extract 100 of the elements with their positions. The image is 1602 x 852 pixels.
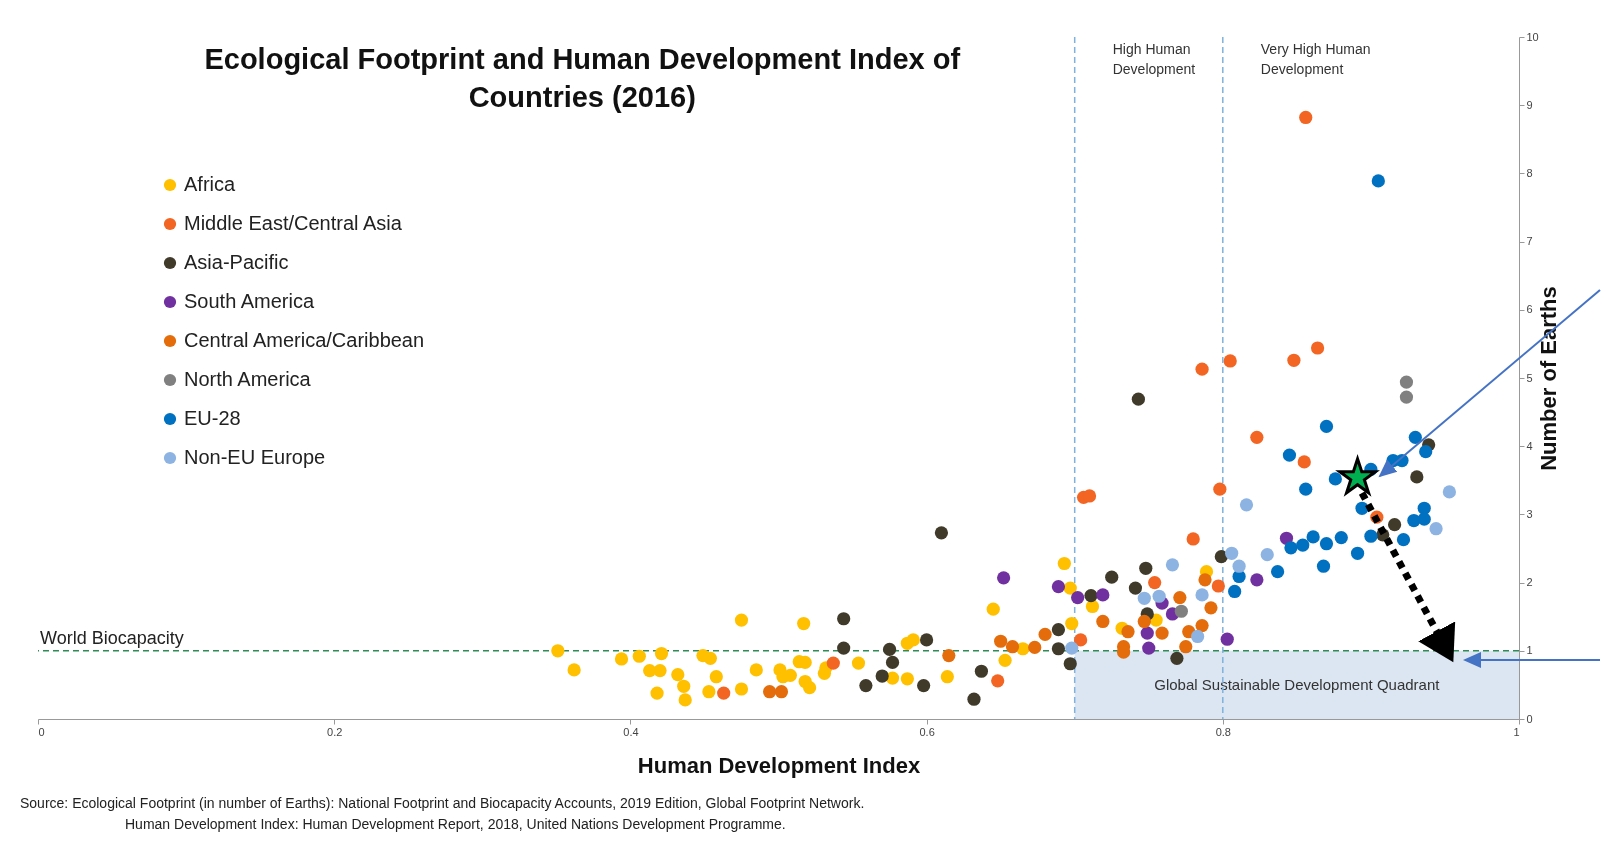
point <box>1250 573 1264 587</box>
x-tick-label: 0.2 <box>327 725 343 738</box>
point <box>1085 599 1100 614</box>
point <box>1165 558 1180 572</box>
point <box>1328 472 1342 486</box>
point <box>1228 584 1242 599</box>
point <box>940 670 954 684</box>
point <box>900 672 914 686</box>
point <box>837 612 851 626</box>
point <box>1299 110 1313 125</box>
point <box>1371 174 1385 188</box>
point <box>859 678 873 693</box>
point <box>797 616 811 631</box>
point <box>1287 353 1301 367</box>
point <box>1174 604 1188 618</box>
point <box>1232 559 1246 573</box>
point <box>1096 588 1110 602</box>
legend-label: Africa <box>184 173 236 195</box>
point <box>1442 485 1457 499</box>
point <box>1198 573 1212 587</box>
point <box>1310 341 1325 355</box>
point <box>1319 419 1334 434</box>
point <box>1195 588 1209 602</box>
point <box>654 646 669 661</box>
point <box>1057 556 1071 571</box>
y-tick-label: 2 <box>1526 576 1533 589</box>
source-note: Source: Ecological Footprint (in number of Earths): National Footprint and Biocapacity Accounts, 2019 Edition, Global Footprint Network. <box>20 795 865 811</box>
x-tick-label: 0.4 <box>623 725 639 738</box>
ref-line-label: World Biocapacity <box>40 627 184 648</box>
point <box>1195 618 1209 633</box>
point <box>1296 538 1310 552</box>
y-tick-label: 4 <box>1526 439 1533 452</box>
point <box>1005 640 1020 654</box>
legend-label: North America <box>184 368 312 390</box>
point <box>1173 591 1187 605</box>
point <box>1191 629 1205 644</box>
point <box>1028 640 1042 654</box>
point <box>763 685 777 699</box>
point <box>1220 632 1234 646</box>
point <box>1399 375 1414 389</box>
point <box>1063 581 1077 595</box>
ref-line-label: Very High Human Development <box>1260 41 1371 77</box>
point <box>1284 541 1298 555</box>
point <box>1065 616 1079 631</box>
band-label: Global Sustainable Development Quadrant <box>1154 675 1441 693</box>
point <box>678 693 692 707</box>
point <box>1051 642 1066 656</box>
point <box>1051 623 1066 637</box>
point <box>1121 625 1135 639</box>
point <box>703 651 717 665</box>
point <box>991 674 1005 688</box>
y-axis-title: Number of Earths <box>1535 286 1561 471</box>
point <box>1139 561 1153 575</box>
y-tick-label: 5 <box>1526 371 1533 384</box>
text: Ecological Footprint and Human Development Index of Countries (2016) <box>204 43 961 113</box>
point <box>1260 548 1274 562</box>
point <box>1065 641 1079 655</box>
x-tick-label: 0.8 <box>1215 725 1231 738</box>
point <box>1179 640 1193 654</box>
point <box>994 634 1008 648</box>
point <box>1396 533 1411 547</box>
point <box>1186 532 1200 546</box>
y-tick-label: 9 <box>1526 98 1533 111</box>
y-tick-label: 3 <box>1526 507 1533 520</box>
point <box>917 678 931 693</box>
point <box>942 648 956 663</box>
point <box>1316 559 1331 573</box>
point <box>650 686 664 700</box>
point <box>1270 565 1285 579</box>
legend-label: Central America/Caribbean <box>184 329 425 351</box>
point <box>1429 522 1443 536</box>
point <box>709 670 723 684</box>
point <box>1417 501 1431 515</box>
point <box>1038 627 1052 642</box>
point <box>1214 550 1228 564</box>
point <box>1410 470 1424 484</box>
point <box>1074 633 1088 647</box>
point <box>851 656 866 670</box>
point <box>1319 537 1334 551</box>
point <box>567 663 581 677</box>
point <box>1195 362 1209 376</box>
legend-label: Asia-Pacific <box>184 251 289 273</box>
point <box>1297 455 1311 469</box>
point <box>1131 392 1145 406</box>
point <box>1148 576 1162 590</box>
point <box>632 649 646 663</box>
point <box>1084 588 1098 603</box>
point <box>919 633 934 647</box>
point <box>1334 530 1348 545</box>
point <box>802 681 817 695</box>
point <box>717 686 731 700</box>
point <box>1223 354 1237 368</box>
point <box>1096 614 1110 629</box>
point <box>1128 581 1143 595</box>
point <box>1204 601 1218 615</box>
point <box>974 664 989 678</box>
point <box>1211 579 1225 593</box>
ref-line-label: High Human Development <box>1112 41 1196 77</box>
point <box>826 656 840 670</box>
text: Human Development Index: Human Development Report, 2018, United Nations Development Programme. <box>125 816 786 832</box>
